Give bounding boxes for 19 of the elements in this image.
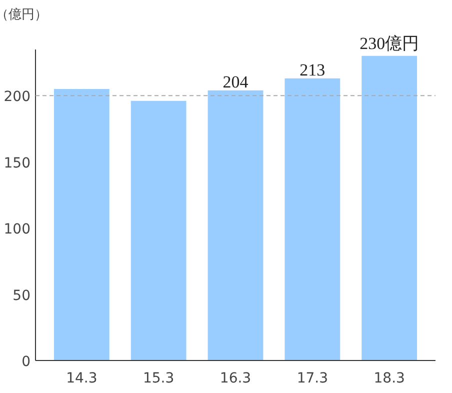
bar — [54, 89, 110, 360]
bar — [208, 90, 264, 360]
x-tick-label: 18.3 — [374, 370, 405, 386]
x-tick-label: 16.3 — [220, 370, 252, 386]
bar — [362, 56, 418, 360]
x-tick-label: 15.3 — [142, 370, 174, 386]
bar — [130, 100, 186, 360]
y-tick-label: 50 — [12, 288, 31, 304]
data-label: 213 — [300, 60, 326, 80]
y-axis-title: （億円） — [0, 8, 48, 22]
bar — [284, 78, 340, 360]
data-label: 230億円 — [360, 34, 420, 53]
x-tick-label: 17.3 — [296, 370, 328, 386]
data-label: 204 — [222, 72, 249, 92]
y-tick-label: 200 — [4, 89, 31, 106]
y-tick-label: 150 — [4, 155, 31, 172]
y-tick-label: 100 — [4, 222, 31, 238]
x-tick-label: 14.3 — [66, 370, 98, 386]
y-tick-label: 0 — [22, 354, 31, 370]
